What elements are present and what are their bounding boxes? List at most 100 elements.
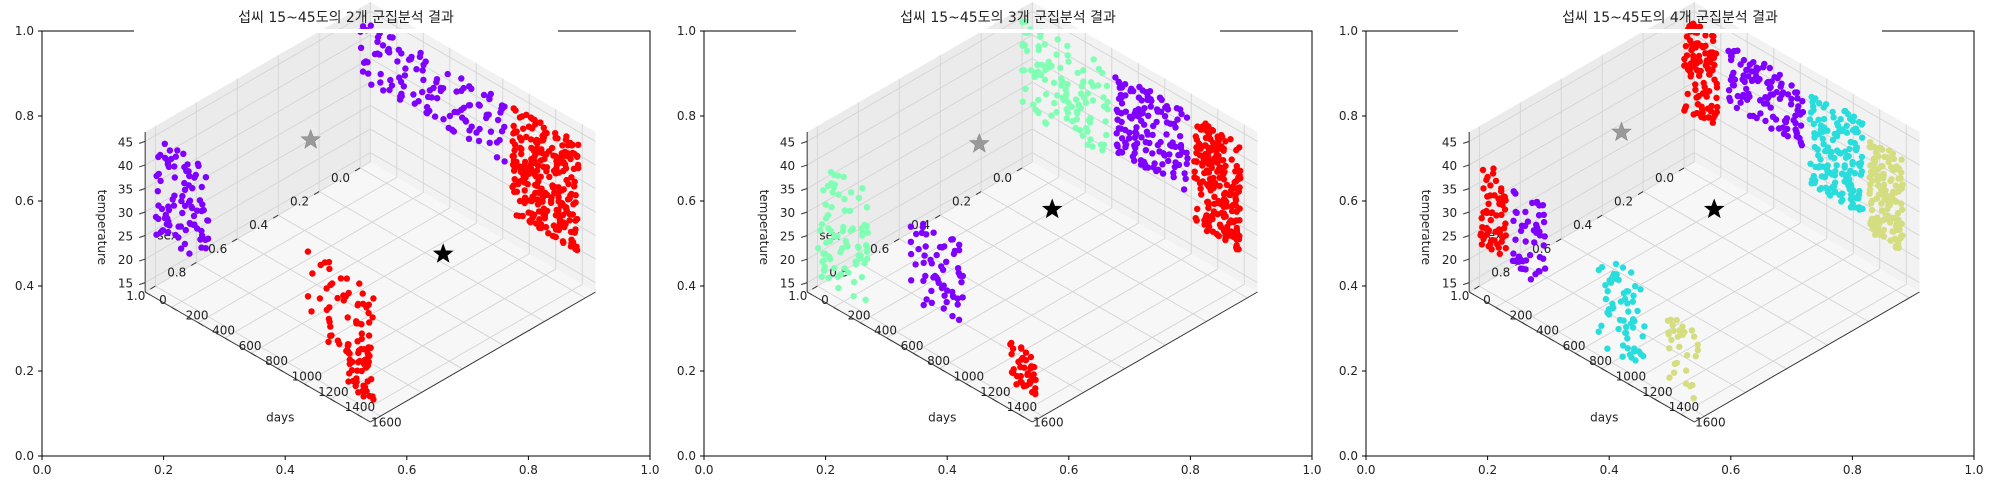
data-point bbox=[1035, 109, 1042, 117]
data-point bbox=[1887, 214, 1894, 221]
data-point bbox=[1869, 220, 1877, 228]
data-point bbox=[1501, 206, 1509, 213]
temperature-axis-label: temperature bbox=[757, 190, 771, 265]
data-point bbox=[840, 223, 847, 231]
data-point bbox=[182, 226, 189, 234]
temp-tick bbox=[138, 258, 146, 262]
data-point bbox=[1232, 197, 1240, 204]
days-tick bbox=[1680, 413, 1687, 418]
days-tick bbox=[144, 291, 151, 296]
data-point bbox=[1540, 242, 1547, 249]
data-point bbox=[1745, 90, 1752, 98]
days-tick bbox=[833, 306, 839, 311]
data-point bbox=[1121, 81, 1129, 88]
data-point bbox=[850, 278, 858, 286]
data-point bbox=[1053, 51, 1060, 58]
data-point bbox=[1191, 168, 1198, 175]
days-tick-label: 800 bbox=[265, 354, 288, 368]
data-point bbox=[1843, 129, 1851, 136]
data-point bbox=[1598, 264, 1606, 271]
data-point bbox=[193, 225, 201, 232]
data-point bbox=[817, 227, 824, 234]
data-point bbox=[1540, 255, 1547, 262]
data-point bbox=[525, 209, 532, 216]
data-point bbox=[536, 216, 543, 223]
data-point bbox=[180, 150, 187, 157]
data-point bbox=[1230, 229, 1238, 237]
sex-tick bbox=[354, 167, 361, 172]
data-point bbox=[1760, 63, 1767, 71]
y-tick-label: 0.2 bbox=[677, 364, 696, 378]
data-point bbox=[501, 123, 508, 131]
days-tick-label: 1600 bbox=[1695, 415, 1726, 429]
data-point bbox=[1104, 98, 1111, 106]
data-point bbox=[161, 215, 169, 222]
days-tick bbox=[250, 352, 257, 357]
data-point bbox=[1165, 157, 1172, 165]
data-point bbox=[501, 158, 508, 165]
data-point bbox=[1872, 231, 1879, 238]
data-point bbox=[1856, 187, 1863, 195]
chart-title: 섭씨 15~45도의 2개 군집분석 결과 bbox=[238, 10, 454, 26]
data-point bbox=[1892, 243, 1899, 251]
data-point bbox=[516, 134, 524, 141]
data-point bbox=[1898, 200, 1905, 207]
data-point bbox=[554, 212, 561, 219]
sex-tick bbox=[272, 214, 279, 219]
data-point bbox=[933, 274, 940, 281]
data-point bbox=[1113, 141, 1121, 148]
data-point bbox=[422, 58, 429, 65]
data-point bbox=[530, 147, 538, 154]
data-point bbox=[1687, 382, 1694, 390]
data-point bbox=[1706, 71, 1713, 78]
temp-tick-label: 25 bbox=[1442, 230, 1457, 244]
data-point bbox=[1849, 186, 1857, 194]
data-point bbox=[462, 118, 470, 125]
centroid-star bbox=[1703, 198, 1725, 219]
data-point bbox=[1540, 218, 1548, 226]
data-point bbox=[188, 203, 195, 210]
data-point bbox=[566, 217, 573, 224]
data-point bbox=[1794, 95, 1801, 102]
cluster-series-0 bbox=[1007, 120, 1244, 398]
days-tick-label: 200 bbox=[848, 308, 871, 322]
data-point bbox=[1858, 153, 1866, 161]
data-point bbox=[841, 195, 848, 203]
data-point bbox=[1019, 98, 1026, 105]
data-point bbox=[933, 251, 940, 259]
data-point bbox=[1527, 276, 1535, 283]
data-point bbox=[829, 189, 836, 196]
data-point bbox=[1698, 103, 1705, 110]
days-tick bbox=[1627, 383, 1634, 388]
data-point bbox=[510, 157, 518, 164]
sex-axis-line bbox=[370, 291, 596, 423]
data-point bbox=[163, 220, 170, 228]
data-point bbox=[365, 332, 373, 339]
data-point bbox=[532, 138, 540, 145]
data-point bbox=[1810, 120, 1818, 128]
data-point bbox=[1890, 228, 1897, 235]
x-tick-label: 0.4 bbox=[1600, 463, 1619, 477]
sex-tick bbox=[975, 191, 982, 195]
data-point bbox=[907, 250, 915, 258]
data-point bbox=[536, 224, 543, 231]
centroid-star bbox=[1611, 121, 1632, 142]
data-point bbox=[1733, 104, 1741, 112]
data-point bbox=[1031, 73, 1038, 81]
grid-wall-temp-l bbox=[806, 58, 1033, 189]
data-point bbox=[922, 272, 929, 280]
data-point bbox=[337, 275, 345, 282]
temp-tick-label: 35 bbox=[118, 182, 133, 196]
data-point bbox=[157, 177, 164, 185]
data-point bbox=[1628, 269, 1635, 276]
sex-tick bbox=[1556, 238, 1562, 243]
days-tick bbox=[965, 383, 972, 388]
data-point bbox=[1797, 122, 1805, 129]
data-point bbox=[1063, 115, 1070, 122]
data-point bbox=[1879, 188, 1886, 195]
days-tick bbox=[806, 291, 813, 296]
data-point bbox=[1117, 125, 1125, 132]
data-point bbox=[1612, 275, 1619, 282]
x-tick-label: 0.6 bbox=[397, 463, 416, 477]
data-point bbox=[1130, 87, 1137, 95]
